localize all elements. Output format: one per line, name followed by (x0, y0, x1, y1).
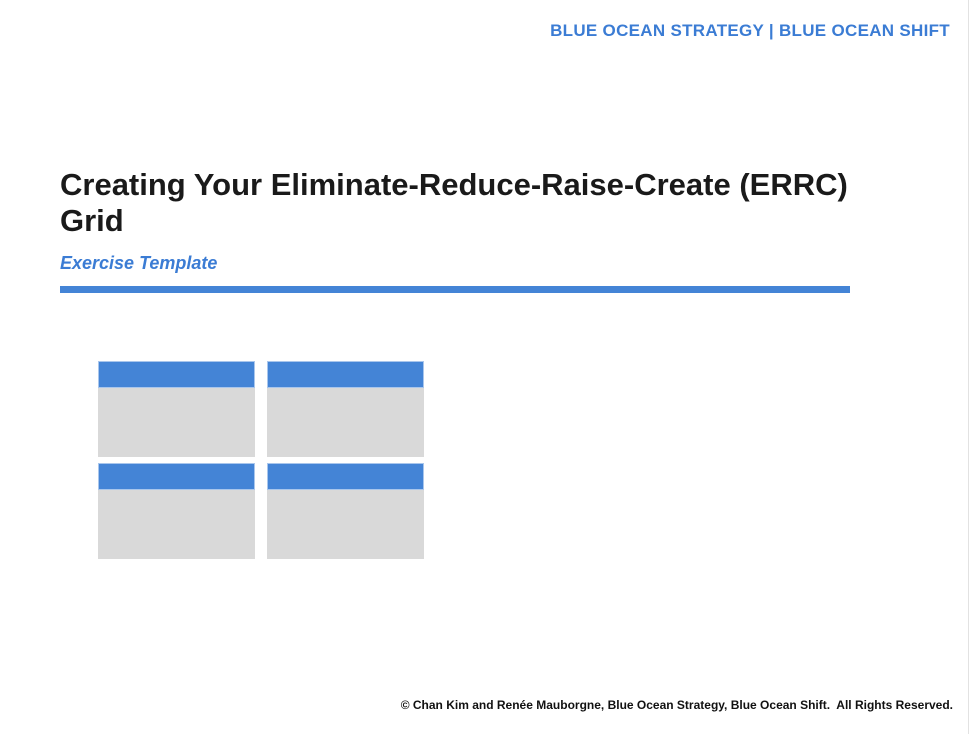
cell-body (267, 490, 424, 559)
cell-header-bar (267, 463, 424, 490)
cell-body (267, 388, 424, 457)
page-title: Creating Your Eliminate-Reduce-Raise-Cre… (60, 167, 848, 238)
cell-header-bar (98, 463, 255, 490)
cell-body (98, 490, 255, 559)
brand-header: BLUE OCEAN STRATEGY | BLUE OCEAN SHIFT (550, 21, 950, 40)
grid-cell (98, 463, 255, 559)
page-subtitle: Exercise Template (60, 253, 218, 273)
grid-cell (98, 361, 255, 457)
errc-grid (98, 361, 424, 559)
grid-cell (267, 361, 424, 457)
title-divider (60, 286, 850, 293)
cell-header-bar (267, 361, 424, 388)
cell-header-bar (98, 361, 255, 388)
slide-right-edge (968, 0, 969, 734)
copyright-footer: © Chan Kim and Renée Mauborgne, Blue Oce… (400, 698, 953, 712)
grid-cell (267, 463, 424, 559)
cell-body (98, 388, 255, 457)
